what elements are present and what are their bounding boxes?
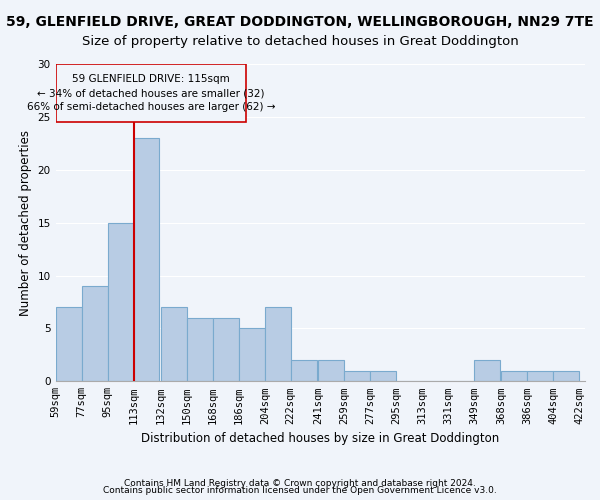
Bar [213, 318, 239, 382]
Text: Contains public sector information licensed under the Open Government Licence v3: Contains public sector information licen… [103, 486, 497, 495]
Text: Contains HM Land Registry data © Crown copyright and database right 2024.: Contains HM Land Registry data © Crown c… [124, 478, 476, 488]
FancyBboxPatch shape [56, 64, 246, 122]
Bar [318, 360, 344, 382]
Bar [502, 370, 527, 382]
Bar [291, 360, 317, 382]
Bar [344, 370, 370, 382]
Text: 59 GLENFIELD DRIVE: 115sqm
← 34% of detached houses are smaller (32)
66% of semi: 59 GLENFIELD DRIVE: 115sqm ← 34% of deta… [26, 74, 275, 112]
Bar [370, 370, 396, 382]
Bar [265, 308, 291, 382]
Bar [82, 286, 107, 382]
Y-axis label: Number of detached properties: Number of detached properties [19, 130, 32, 316]
Bar [161, 308, 187, 382]
Bar [527, 370, 553, 382]
Text: Size of property relative to detached houses in Great Doddington: Size of property relative to detached ho… [82, 35, 518, 48]
X-axis label: Distribution of detached houses by size in Great Doddington: Distribution of detached houses by size … [141, 432, 499, 445]
Bar [134, 138, 160, 382]
Text: 59, GLENFIELD DRIVE, GREAT DODDINGTON, WELLINGBOROUGH, NN29 7TE: 59, GLENFIELD DRIVE, GREAT DODDINGTON, W… [6, 15, 594, 29]
Bar [107, 222, 134, 382]
Bar [474, 360, 500, 382]
Bar [239, 328, 265, 382]
Bar [56, 308, 82, 382]
Bar [187, 318, 213, 382]
Bar [553, 370, 579, 382]
